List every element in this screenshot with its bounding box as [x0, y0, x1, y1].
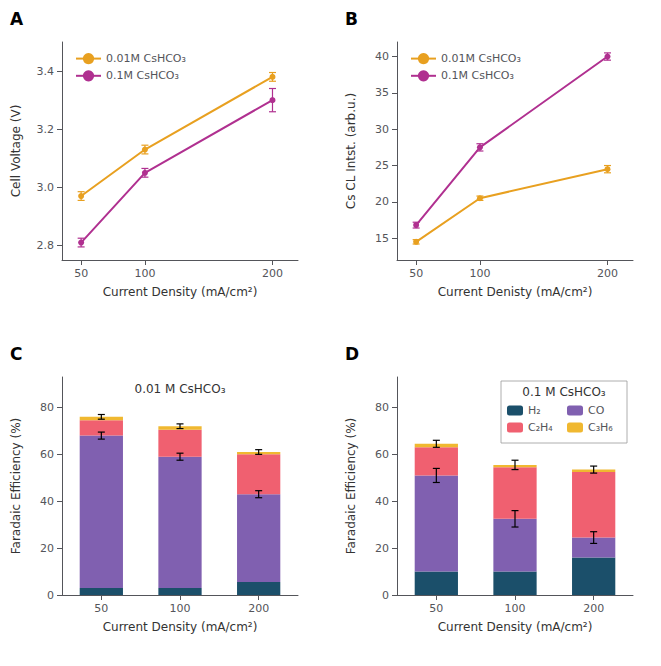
svg-text:40: 40: [375, 495, 389, 508]
svg-text:200: 200: [597, 267, 618, 280]
svg-text:80: 80: [40, 401, 54, 414]
svg-text:200: 200: [262, 267, 283, 280]
svg-text:Current Density (mA/cm²): Current Density (mA/cm²): [438, 620, 593, 634]
svg-text:100: 100: [505, 602, 526, 615]
svg-text:0.1M CsHCO₃: 0.1M CsHCO₃: [106, 69, 179, 82]
svg-text:0.1M CsHCO₃: 0.1M CsHCO₃: [441, 69, 514, 82]
svg-text:C: C: [10, 344, 22, 364]
svg-text:0: 0: [382, 589, 389, 602]
svg-text:2.8: 2.8: [37, 239, 55, 252]
svg-text:35: 35: [375, 86, 389, 99]
svg-text:D: D: [345, 344, 359, 364]
svg-text:3.2: 3.2: [37, 123, 55, 136]
svg-text:0.01M CsHCO₃: 0.01M CsHCO₃: [106, 52, 186, 65]
svg-text:A: A: [10, 9, 24, 29]
svg-text:Faradaic Efficiency (%): Faradaic Efficiency (%): [9, 418, 23, 555]
svg-text:25: 25: [375, 159, 389, 172]
svg-text:50: 50: [429, 602, 443, 615]
svg-text:20: 20: [375, 195, 389, 208]
svg-text:80: 80: [375, 401, 389, 414]
svg-text:0.01M CsHCO₃: 0.01M CsHCO₃: [441, 52, 521, 65]
svg-text:60: 60: [375, 448, 389, 461]
svg-text:CO: CO: [588, 404, 605, 417]
svg-text:3.0: 3.0: [37, 181, 55, 194]
svg-text:30: 30: [375, 123, 389, 136]
svg-text:Current Density (mA/cm²): Current Density (mA/cm²): [103, 285, 258, 299]
svg-text:200: 200: [583, 602, 604, 615]
svg-text:40: 40: [40, 495, 54, 508]
svg-text:15: 15: [375, 232, 389, 245]
svg-text:0.1 M CsHCO₃: 0.1 M CsHCO₃: [522, 385, 606, 399]
svg-text:200: 200: [248, 602, 269, 615]
svg-text:Cell Voltage (V): Cell Voltage (V): [9, 105, 23, 198]
svg-text:60: 60: [40, 448, 54, 461]
svg-text:3.4: 3.4: [37, 65, 55, 78]
svg-text:0.01 M CsHCO₃: 0.01 M CsHCO₃: [135, 382, 226, 396]
svg-text:50: 50: [74, 267, 88, 280]
svg-text:Cs CL Intst. (arb.u.): Cs CL Intst. (arb.u.): [344, 93, 358, 209]
svg-text:C₂H₄: C₂H₄: [528, 421, 553, 434]
svg-text:Current Density (mA/cm²): Current Density (mA/cm²): [103, 620, 258, 634]
svg-text:B: B: [345, 9, 358, 29]
svg-text:0: 0: [47, 589, 54, 602]
svg-text:20: 20: [40, 542, 54, 555]
svg-text:50: 50: [94, 602, 108, 615]
svg-text:20: 20: [375, 542, 389, 555]
svg-text:Faradaic Efficiency (%): Faradaic Efficiency (%): [344, 418, 358, 555]
svg-text:H₂: H₂: [528, 404, 541, 417]
svg-text:C₃H₆: C₃H₆: [588, 421, 613, 434]
svg-text:100: 100: [170, 602, 191, 615]
svg-text:100: 100: [134, 267, 155, 280]
svg-text:40: 40: [375, 50, 389, 63]
svg-text:50: 50: [409, 267, 423, 280]
svg-text:Current Denisty (mA/cm²): Current Denisty (mA/cm²): [438, 285, 593, 299]
svg-text:100: 100: [469, 267, 490, 280]
